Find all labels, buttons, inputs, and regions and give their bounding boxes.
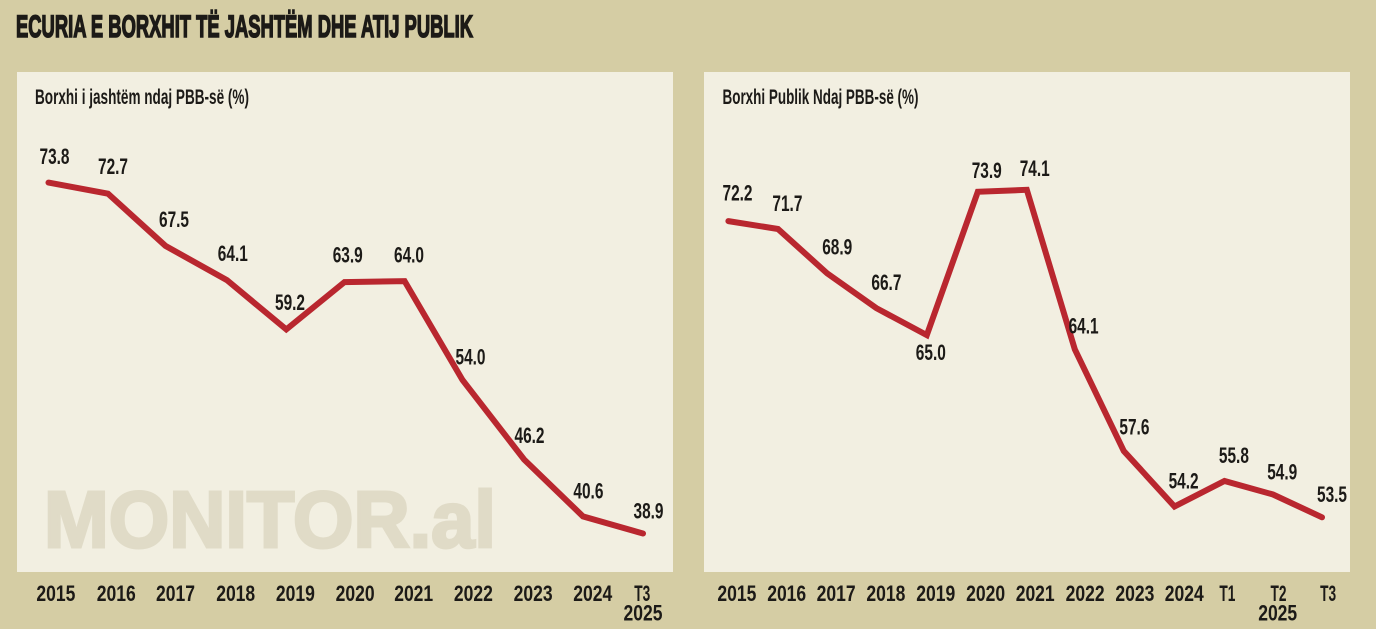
svg-text:67.5: 67.5 <box>159 207 189 232</box>
svg-text:73.9: 73.9 <box>972 158 1002 183</box>
svg-text:59.2: 59.2 <box>275 290 305 315</box>
svg-text:68.9: 68.9 <box>822 235 852 260</box>
svg-text:T3: T3 <box>1320 581 1336 606</box>
svg-text:72.7: 72.7 <box>98 154 128 179</box>
svg-text:2019: 2019 <box>916 581 955 606</box>
svg-text:38.9: 38.9 <box>634 498 664 523</box>
svg-text:54.0: 54.0 <box>456 345 486 370</box>
svg-text:46.2: 46.2 <box>515 423 545 448</box>
svg-text:40.6: 40.6 <box>573 479 603 504</box>
svg-text:2025: 2025 <box>1258 601 1297 625</box>
svg-text:MONITOR.al: MONITOR.al <box>44 475 496 564</box>
svg-text:74.1: 74.1 <box>1020 156 1050 181</box>
svg-text:2023: 2023 <box>1115 581 1154 606</box>
svg-text:55.8: 55.8 <box>1219 443 1249 468</box>
svg-text:66.7: 66.7 <box>871 270 901 295</box>
svg-text:2015: 2015 <box>36 581 75 606</box>
svg-text:73.8: 73.8 <box>40 144 70 169</box>
svg-text:2018: 2018 <box>216 581 255 606</box>
svg-text:64.0: 64.0 <box>394 243 424 268</box>
svg-text:2020: 2020 <box>336 581 375 606</box>
svg-text:T3: T3 <box>634 581 650 606</box>
svg-text:2016: 2016 <box>97 581 136 606</box>
svg-text:53.5: 53.5 <box>1317 482 1347 507</box>
svg-text:2023: 2023 <box>514 581 553 606</box>
svg-text:2016: 2016 <box>767 581 806 606</box>
svg-text:T1: T1 <box>1219 581 1235 606</box>
svg-text:2019: 2019 <box>276 581 315 606</box>
svg-text:2025: 2025 <box>624 601 663 625</box>
svg-text:63.9: 63.9 <box>333 243 363 268</box>
svg-text:2018: 2018 <box>866 581 905 606</box>
svg-text:64.1: 64.1 <box>218 241 248 266</box>
svg-text:65.0: 65.0 <box>916 340 946 365</box>
svg-text:54.2: 54.2 <box>1169 469 1199 494</box>
svg-text:2020: 2020 <box>966 581 1005 606</box>
svg-text:72.2: 72.2 <box>723 181 753 206</box>
svg-text:ECURIA E BORXHIT TË JASHTËM DH: ECURIA E BORXHIT TË JASHTËM DHE ATIJ PUB… <box>16 8 473 44</box>
svg-text:2024: 2024 <box>1165 581 1205 606</box>
svg-text:Borxhi Publik Ndaj PBB-së (%): Borxhi Publik Ndaj PBB-së (%) <box>723 86 919 109</box>
svg-text:2017: 2017 <box>156 581 195 606</box>
svg-text:2022: 2022 <box>454 581 493 606</box>
svg-text:57.6: 57.6 <box>1119 415 1149 440</box>
svg-text:2021: 2021 <box>394 581 433 606</box>
svg-text:2022: 2022 <box>1066 581 1105 606</box>
svg-text:2021: 2021 <box>1016 581 1055 606</box>
svg-text:T2: T2 <box>1271 581 1287 606</box>
svg-text:64.1: 64.1 <box>1069 314 1099 339</box>
svg-text:2024: 2024 <box>573 581 613 606</box>
svg-text:54.9: 54.9 <box>1267 460 1297 485</box>
svg-text:71.7: 71.7 <box>772 191 802 216</box>
svg-text:2015: 2015 <box>717 581 756 606</box>
svg-text:2017: 2017 <box>817 581 856 606</box>
svg-text:Borxhi i jashtëm ndaj PBB-së (: Borxhi i jashtëm ndaj PBB-së (%) <box>35 86 249 109</box>
